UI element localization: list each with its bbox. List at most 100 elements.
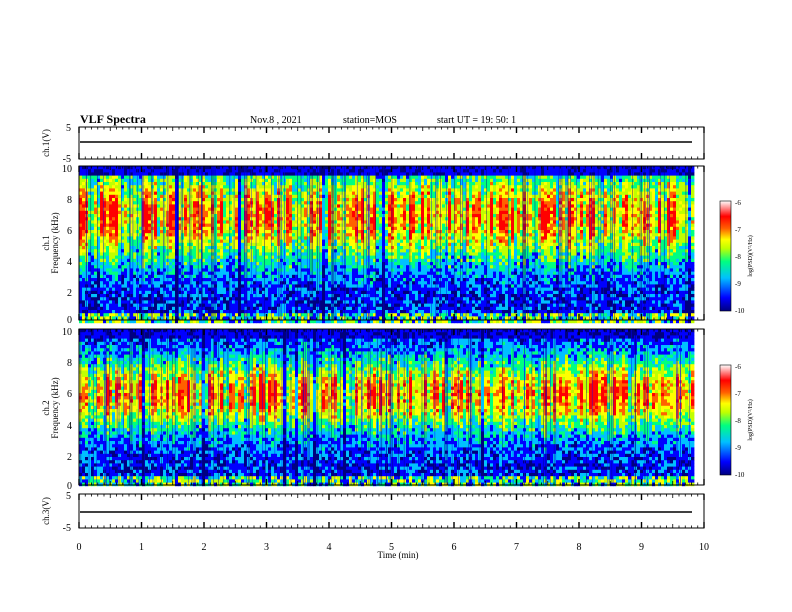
spectrogram-cell <box>100 246 104 250</box>
spectrogram-cell <box>352 182 356 186</box>
spectrogram-cell <box>319 194 323 199</box>
spectrogram-cell <box>328 207 332 212</box>
spectrogram-cell <box>172 166 176 170</box>
spectrogram-cell <box>289 169 293 173</box>
spectrogram-cell <box>229 204 233 208</box>
spectrogram-cell <box>295 185 299 189</box>
spectrogram-cell <box>118 274 122 279</box>
spectrogram-cell <box>97 166 101 170</box>
spectrogram-cell <box>310 201 314 205</box>
spectrogram-cell <box>217 233 221 237</box>
spectrogram-cell <box>298 278 302 282</box>
spectrogram-cell <box>337 252 341 256</box>
spectrogram-cell <box>220 242 224 247</box>
spectrogram-cell <box>232 220 236 224</box>
spectrogram-cell <box>223 214 227 218</box>
spectrogram-cell <box>370 249 374 253</box>
spectrogram-cell <box>307 290 311 295</box>
spectrogram-cell <box>193 297 197 301</box>
spectrogram-cell <box>154 169 158 173</box>
spectrogram-cell <box>133 194 137 199</box>
spectrogram-cell <box>127 255 131 260</box>
spectrogram-cell <box>115 230 119 234</box>
spectrogram-cell <box>241 271 245 276</box>
spectrogram-cell <box>271 217 275 221</box>
spectrogram-cell <box>259 239 263 244</box>
spectrogram-cell <box>310 178 314 183</box>
spectrogram-cell <box>274 194 278 199</box>
station-label: station=MOS <box>343 115 397 126</box>
spectrogram-cell <box>208 249 212 253</box>
spectrogram-cell <box>319 300 323 304</box>
spectrogram-cell <box>79 313 83 317</box>
spectrogram-cell <box>112 223 116 228</box>
spectrogram-cell <box>352 217 356 221</box>
spectrogram-cell <box>181 297 185 301</box>
spectrogram-cell <box>352 319 356 324</box>
spectrogram-cell <box>112 287 116 292</box>
spectrogram-cell <box>295 306 299 311</box>
spectrogram-cell <box>190 182 194 186</box>
spectrogram-cell <box>205 310 209 314</box>
spectrogram-cell <box>130 255 134 260</box>
spectrogram-cell <box>253 262 257 266</box>
spectrogram-cell <box>115 262 119 266</box>
spectrogram-cell <box>286 214 290 218</box>
spectrogram-cell <box>241 252 245 256</box>
spectrogram-cell <box>349 300 353 304</box>
spectrogram-cell <box>262 166 266 170</box>
spectrogram-cell <box>295 281 299 285</box>
spectrogram-cell <box>208 172 212 176</box>
spectrogram-cell <box>364 236 368 240</box>
spectrogram-cell <box>352 278 356 282</box>
spectrogram-cell <box>208 274 212 279</box>
spectrogram-cell <box>136 319 140 324</box>
spectrogram-cell <box>238 220 242 224</box>
spectrogram-cell <box>295 201 299 205</box>
spectrogram-cell <box>364 198 368 202</box>
spectrogram-cell <box>352 246 356 250</box>
spectrogram-cell <box>361 316 365 320</box>
spectrogram-cell <box>220 284 224 288</box>
spectrogram-cell <box>196 278 200 282</box>
spectrogram-cell <box>97 246 101 250</box>
spectrogram-cell <box>340 178 344 183</box>
spectrogram-cell <box>274 233 278 237</box>
spectrogram-cell <box>82 265 86 269</box>
spectrogram-cell <box>292 310 296 314</box>
spectrogram-cell <box>217 262 221 266</box>
spectrogram-cell <box>352 169 356 173</box>
spectrogram-cell <box>304 207 308 212</box>
spectrogram-cell <box>94 175 98 180</box>
spectrogram-cell <box>91 252 95 256</box>
spectrogram-cell <box>316 188 320 192</box>
spectrogram-cell <box>298 210 302 215</box>
spectrogram-cell <box>211 217 215 221</box>
spectrogram-cell <box>316 294 320 298</box>
spectrogram-cell <box>160 207 164 212</box>
spectrogram-cell <box>274 188 278 192</box>
spectrogram-cell <box>370 255 374 260</box>
spectrogram-cell <box>349 175 353 180</box>
spectrogram-cell <box>262 297 266 301</box>
spectrogram-cell <box>184 223 188 228</box>
spectrogram-cell <box>334 242 338 247</box>
spectrogram-cell <box>241 249 245 253</box>
spectrogram-cell <box>241 303 245 308</box>
spectrogram-cell <box>256 198 260 202</box>
spectrogram-cell <box>220 274 224 279</box>
spectrogram-cell <box>178 236 182 240</box>
spectrogram-cell <box>301 278 305 282</box>
spectrogram-cell <box>193 290 197 295</box>
spectrogram-cell <box>352 306 356 311</box>
spectrogram-cell <box>340 204 344 208</box>
spectrogram-cell <box>316 178 320 183</box>
spectrogram-cell <box>313 255 317 260</box>
spectrogram-cell <box>292 249 296 253</box>
spectrogram-cell <box>91 236 95 240</box>
spectrogram-cell <box>112 214 116 218</box>
spectrogram-cell <box>334 290 338 295</box>
spectrogram-cell <box>79 274 83 279</box>
spectrogram-cell <box>91 220 95 224</box>
spectrogram-cell <box>106 207 110 212</box>
